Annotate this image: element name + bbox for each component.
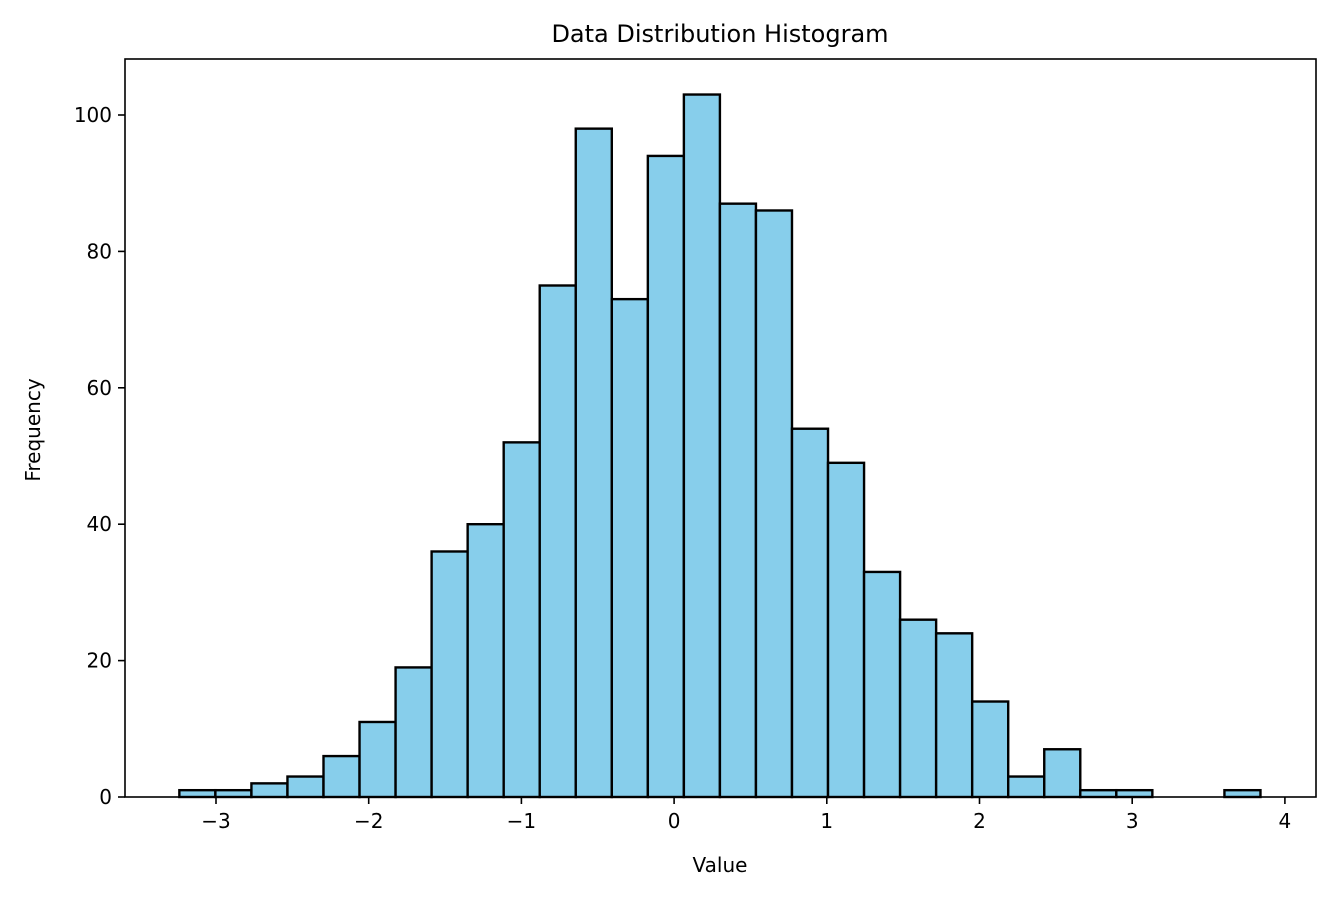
- bars: [178, 93, 1262, 799]
- x-tick-label: 4: [1279, 809, 1292, 833]
- axes-frame: [124, 58, 1317, 798]
- y-axis-label: Frequency: [21, 378, 45, 481]
- histogram-bar: [646, 154, 686, 799]
- histogram-bar: [682, 93, 722, 799]
- y-tick-label: 20: [87, 649, 112, 673]
- histogram-bar: [214, 788, 253, 799]
- histogram-bar: [394, 666, 433, 799]
- y-axis: 0 20 40 60 80 100: [74, 103, 125, 809]
- histogram-bar: [286, 775, 325, 799]
- histogram-bar: [862, 570, 902, 799]
- y-tick-label: 60: [87, 376, 112, 400]
- x-tick-label: 3: [1126, 809, 1139, 833]
- histogram-bar: [178, 788, 217, 799]
- y-tick-label: 100: [74, 103, 112, 127]
- histogram-bar: [466, 523, 505, 799]
- x-tick-label: 0: [668, 809, 681, 833]
- y-tick-label: 40: [87, 512, 112, 536]
- histogram-bar: [718, 202, 758, 799]
- histogram-bar: [1043, 748, 1082, 799]
- histogram-bar: [610, 297, 650, 799]
- chart-title: Data Distribution Histogram: [551, 20, 888, 48]
- x-tick-label: 1: [820, 809, 833, 833]
- histogram-bar: [970, 700, 1010, 799]
- histogram-bar: [1223, 788, 1262, 799]
- x-axis: −3 −2 −1 0 1 2 3 4: [201, 797, 1291, 833]
- histogram-bar: [898, 618, 938, 799]
- histogram-bar: [790, 427, 830, 799]
- x-tick-label: −2: [354, 809, 383, 833]
- histogram-bar: [826, 461, 866, 799]
- x-tick-label: 2: [973, 809, 986, 833]
- y-tick-label: 0: [99, 785, 112, 809]
- histogram-bar: [934, 632, 974, 799]
- histogram-bar: [502, 441, 541, 799]
- x-tick-label: −3: [201, 809, 230, 833]
- histogram-bar: [1115, 788, 1154, 799]
- histogram-bar: [250, 782, 289, 799]
- histogram-bar: [538, 284, 577, 799]
- histogram-bar: [1007, 775, 1046, 799]
- x-tick-label: −1: [507, 809, 536, 833]
- histogram-bar: [754, 209, 794, 799]
- histogram-bar: [430, 550, 469, 799]
- histogram-bar: [322, 754, 361, 799]
- histogram-bar: [358, 720, 397, 799]
- histogram-bar: [1079, 788, 1118, 799]
- x-axis-label: Value: [693, 853, 748, 877]
- histogram-bar: [574, 127, 613, 799]
- y-tick-label: 80: [87, 239, 112, 263]
